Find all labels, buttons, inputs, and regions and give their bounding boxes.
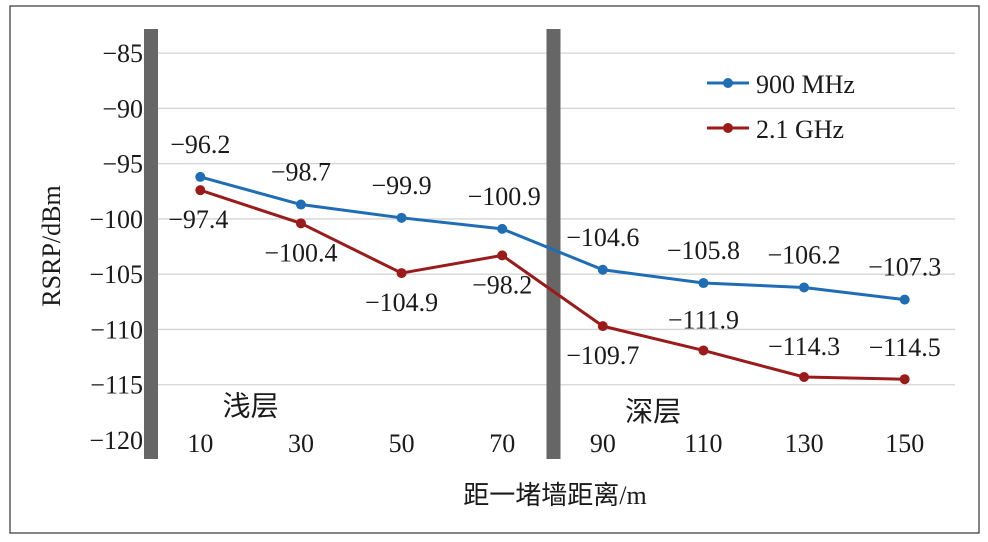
series-layer <box>195 171 910 385</box>
data-point-900mhz <box>597 264 608 275</box>
wall-bar <box>546 29 561 459</box>
data-label-900mhz: −100.9 <box>468 182 541 211</box>
x-tick-label: 70 <box>489 429 515 458</box>
wall-layer <box>144 29 561 459</box>
y-tick-label: −85 <box>102 39 143 68</box>
legend-2.1ghz-swatch-marker <box>723 123 733 133</box>
x-tick-label: 110 <box>684 429 722 458</box>
data-label-2.1ghz: −104.9 <box>365 288 438 317</box>
x-axis-label: 距一堵墙距离/m <box>463 481 646 510</box>
data-label-900mhz: −104.6 <box>566 223 639 252</box>
data-label-900mhz: −106.2 <box>767 240 840 269</box>
data-point-900mhz <box>195 171 206 182</box>
data-point-900mhz <box>396 212 407 223</box>
y-tick-label: −110 <box>90 315 143 344</box>
label-layer: −96.2−98.7 −99.9 −100.9−104.6 −105.8 −106.2−… <box>168 130 941 370</box>
data-point-2.1ghz <box>295 218 306 229</box>
data-label-2.1ghz: −98.2 <box>472 270 532 299</box>
legend-layer: 900 MHz 2.1 GHz <box>707 70 855 144</box>
legend-900mhz-swatch-marker <box>723 78 733 88</box>
y-tick-label: −90 <box>102 94 143 123</box>
data-point-2.1ghz <box>597 321 608 332</box>
series-line-900mhz <box>199 175 905 302</box>
data-point-2.1ghz <box>195 185 206 196</box>
data-point-900mhz <box>497 223 508 234</box>
data-point-900mhz <box>799 282 810 293</box>
region-annotation: 深层 <box>625 397 681 428</box>
y-tick-label: −105 <box>89 260 143 289</box>
x-tick-label: 50 <box>389 429 415 458</box>
x-tick-label: 10 <box>187 429 213 458</box>
data-point-2.1ghz <box>497 250 508 261</box>
series-line-2.1ghz <box>199 188 905 381</box>
data-label-2.1ghz: −114.5 <box>869 333 941 362</box>
y-tick-label: −115 <box>90 371 143 400</box>
x-tick-label: 130 <box>785 429 824 458</box>
region-annotation: 浅层 <box>223 391 279 423</box>
legend-2.1ghz-label: 2.1 GHz <box>756 115 844 144</box>
data-point-900mhz <box>899 294 910 305</box>
x-tick-label: 30 <box>288 429 314 458</box>
data-label-2.1ghz: −97.4 <box>168 205 228 234</box>
axis-layer: −85 −90 −95 −100 −105 −110 −115 −120 10 30 50 70 90 1… <box>89 39 924 458</box>
data-label-900mhz: −105.8 <box>667 236 740 265</box>
data-label-2.1ghz: −100.4 <box>264 238 337 267</box>
data-point-900mhz <box>698 278 709 289</box>
data-label-900mhz: −98.7 <box>271 158 331 187</box>
data-point-2.1ghz <box>799 371 810 382</box>
y-tick-label: −100 <box>89 205 143 234</box>
data-point-2.1ghz <box>698 345 709 356</box>
data-label-900mhz: −96.2 <box>170 130 230 159</box>
y-axis-label: RSRP/dBm <box>37 185 66 306</box>
data-point-900mhz <box>295 199 306 210</box>
data-label-2.1ghz: −109.7 <box>566 341 639 370</box>
data-label-2.1ghz: −111.9 <box>668 305 739 334</box>
wall-bar <box>144 29 158 459</box>
legend-900mhz-label: 900 MHz <box>756 70 855 99</box>
y-tick-label: −120 <box>89 426 143 455</box>
x-tick-label: 90 <box>590 429 616 458</box>
x-tick-label: 150 <box>885 429 924 458</box>
y-tick-label: −95 <box>102 150 143 179</box>
data-label-2.1ghz: −114.3 <box>768 332 840 361</box>
data-label-900mhz: −107.3 <box>868 253 941 282</box>
data-point-2.1ghz <box>396 268 407 279</box>
data-label-900mhz: −99.9 <box>371 171 431 200</box>
data-point-2.1ghz <box>899 374 910 385</box>
chart-border <box>9 5 980 534</box>
